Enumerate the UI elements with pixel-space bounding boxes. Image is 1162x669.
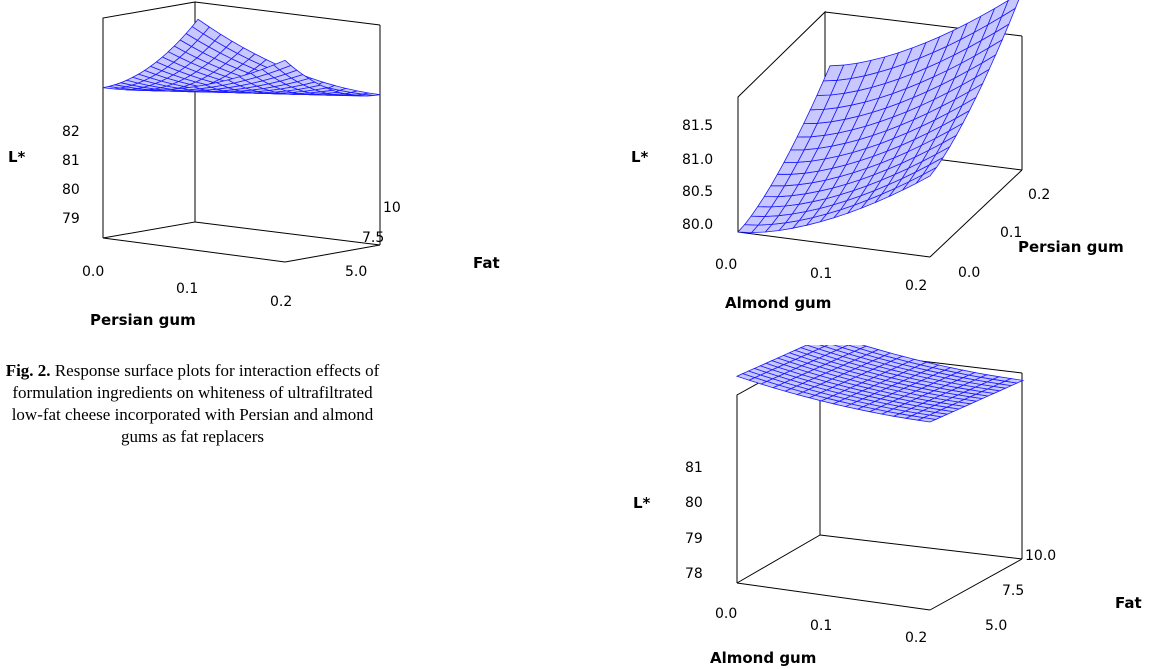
surface-plot-almond-gum-persian-gum: 81.5 81.0 80.5 80.0 L* 0.0 0.1 0.2 Almon… — [631, 0, 1124, 312]
surface-cell — [832, 345, 850, 349]
surface-mesh — [737, 0, 1020, 234]
z-tick-label: 82 — [62, 124, 80, 140]
z-tick-label: 81 — [62, 153, 80, 169]
y-tick-label: 10.0 — [383, 200, 400, 216]
z-axis-label: L* — [631, 148, 649, 166]
surface-mesh — [102, 18, 381, 97]
z-axis-label: L* — [8, 148, 26, 166]
y-axis-label: Fat — [473, 254, 500, 272]
x-tick-label: 0.2 — [905, 630, 927, 646]
surface-plot-persian-gum-fat: 82 81 80 79 L* 0.0 0.1 0.2 Persian gum 5… — [8, 1, 400, 329]
z-tick-label: 80.0 — [682, 217, 713, 233]
plot1-fat-label-layer: Fat — [473, 254, 500, 272]
x-tick-label: 0.0 — [715, 257, 737, 273]
plot-box — [736, 348, 1023, 611]
surface-mesh — [735, 345, 1025, 423]
x-tick-label: 0.2 — [270, 294, 292, 310]
z-tick-label: 79 — [62, 211, 80, 227]
x-tick-label: 0.1 — [810, 266, 832, 282]
surface-cell — [362, 92, 381, 96]
surface-cell — [1003, 378, 1025, 384]
y-tick-label: 0.2 — [1028, 187, 1050, 203]
z-tick-label: 80 — [62, 182, 80, 198]
figure-label: Fig. 2. — [5, 361, 51, 380]
figure-caption: Fig. 2. Response surface plots for inter… — [0, 360, 385, 448]
plot-box — [102, 1, 381, 263]
y-tick-label: 5.0 — [985, 618, 1007, 634]
x-tick-label: 0.0 — [82, 264, 104, 280]
z-tick-label: 80 — [685, 495, 703, 511]
y-tick-label: 10.0 — [1025, 548, 1056, 564]
x-tick-label: 0.1 — [176, 281, 198, 297]
y-tick-label: 5.0 — [345, 264, 367, 280]
z-tick-label: 81.5 — [682, 118, 713, 134]
x-tick-label: 0.1 — [810, 618, 832, 634]
y-tick-label: 7.5 — [1002, 583, 1024, 599]
x-axis-label: Almond gum — [710, 649, 816, 667]
z-tick-label: 81.0 — [682, 152, 713, 168]
y-axis-label: Fat — [1115, 594, 1142, 612]
z-axis-label: L* — [633, 494, 651, 512]
surface-cell — [1000, 0, 1020, 18]
surface-cell — [819, 345, 829, 347]
y-tick-label: 7.5 — [362, 230, 384, 246]
z-tick-label: 78 — [685, 566, 703, 582]
x-axis-label: Persian gum — [90, 311, 196, 329]
z-tick-label: 80.5 — [682, 184, 713, 200]
y-axis-label: Persian gum — [1018, 238, 1124, 256]
x-tick-label: 0.0 — [715, 606, 737, 622]
surface-plot-almond-gum-fat: 81 80 79 78 L* 0.0 0.1 0.2 Almond gum 5.… — [633, 345, 1142, 667]
x-axis-label: Almond gum — [725, 294, 831, 312]
z-tick-label: 81 — [685, 460, 703, 476]
y-tick-label: 0.0 — [958, 265, 980, 281]
x-tick-label: 0.2 — [905, 278, 927, 294]
z-tick-label: 79 — [685, 531, 703, 547]
y-tick-label: 0.1 — [1000, 225, 1022, 241]
caption-text: Response surface plots for interaction e… — [11, 361, 380, 446]
